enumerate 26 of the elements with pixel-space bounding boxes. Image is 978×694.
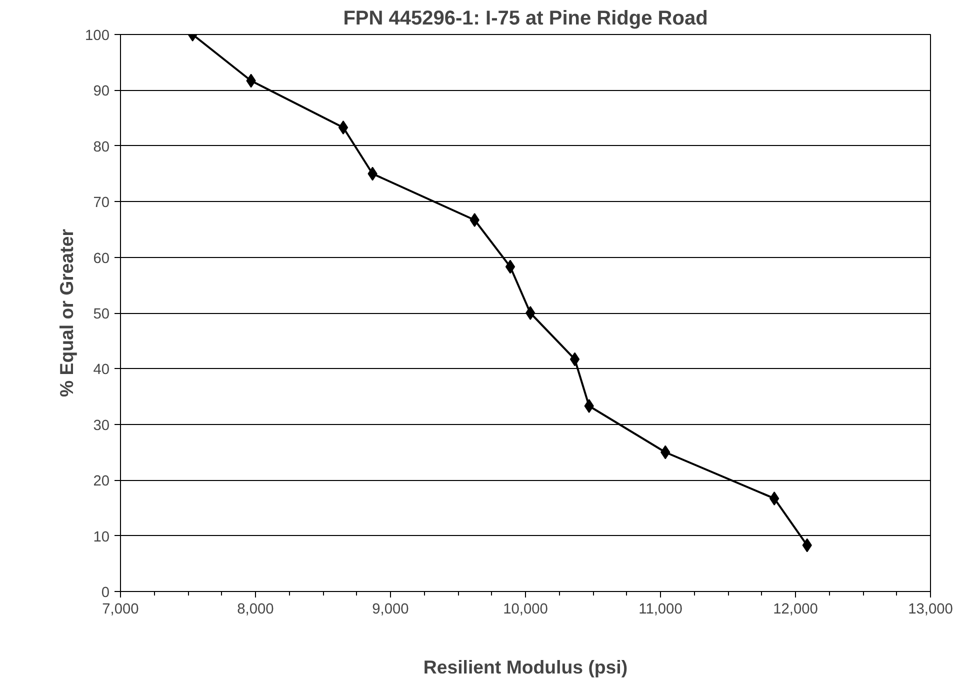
- x-tick-label: 8,000: [237, 602, 274, 618]
- y-tick-label: 80: [93, 139, 110, 156]
- y-tick-label: 60: [93, 250, 110, 267]
- x-axis-title: Resilient Modulus (psi): [423, 656, 628, 678]
- x-tick-label: 9,000: [372, 602, 409, 618]
- point: [526, 306, 536, 320]
- y-tick-label: 90: [93, 84, 110, 100]
- y-axis-title: % Equal or Greater: [56, 229, 78, 397]
- chart-title: FPN 445296-1: I-75 at Pine Ridge Road: [343, 8, 708, 30]
- y-tick-label: 100: [85, 28, 110, 44]
- point: [570, 352, 580, 366]
- y-tick-label: 50: [93, 306, 110, 322]
- point: [505, 260, 516, 274]
- y-tick-label: 40: [93, 362, 110, 378]
- x-tick-label: 7,000: [102, 602, 139, 618]
- point: [769, 491, 780, 506]
- y-tick-label: 30: [93, 418, 110, 434]
- point: [338, 120, 348, 135]
- y-tick-label: 0: [101, 585, 110, 601]
- x-tick-label: 11,000: [638, 602, 682, 618]
- y-tick-label: 10: [93, 529, 110, 546]
- y-tick-label: 70: [93, 195, 110, 212]
- x-tick-label: 13,000: [908, 602, 953, 618]
- x-tick-label: 10,000: [503, 602, 548, 618]
- x-tick-label: 12,000: [773, 602, 818, 618]
- y-tick-label: 20: [93, 474, 110, 490]
